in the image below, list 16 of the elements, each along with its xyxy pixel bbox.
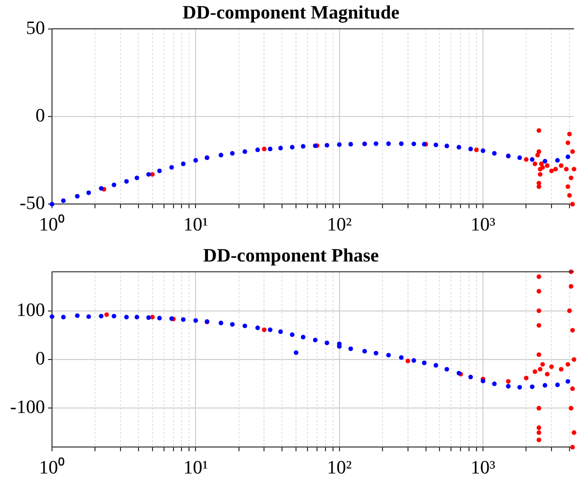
- x-tick-label: 10⁰: [39, 214, 65, 236]
- chart-title: DD-component Phase: [203, 245, 379, 266]
- y-tick-label: 100: [16, 300, 45, 321]
- x-tick-label: 10³: [470, 214, 496, 236]
- y-tick-label: -50: [20, 193, 45, 214]
- chart-title: DD-component Magnitude: [182, 2, 400, 24]
- x-tick-label: 10⁰: [39, 456, 65, 479]
- x-tick-label: 10²: [326, 214, 352, 236]
- x-tick-label: 10³: [470, 458, 496, 479]
- y-tick-label: -100: [10, 397, 45, 418]
- y-tick-label: 0: [36, 348, 45, 370]
- x-tick-label: 10¹: [183, 458, 208, 479]
- x-tick-label: 10²: [326, 458, 352, 479]
- y-tick-label: 50: [26, 18, 45, 39]
- y-tick-label: 0: [36, 105, 45, 126]
- x-tick-label: 10¹: [183, 214, 208, 236]
